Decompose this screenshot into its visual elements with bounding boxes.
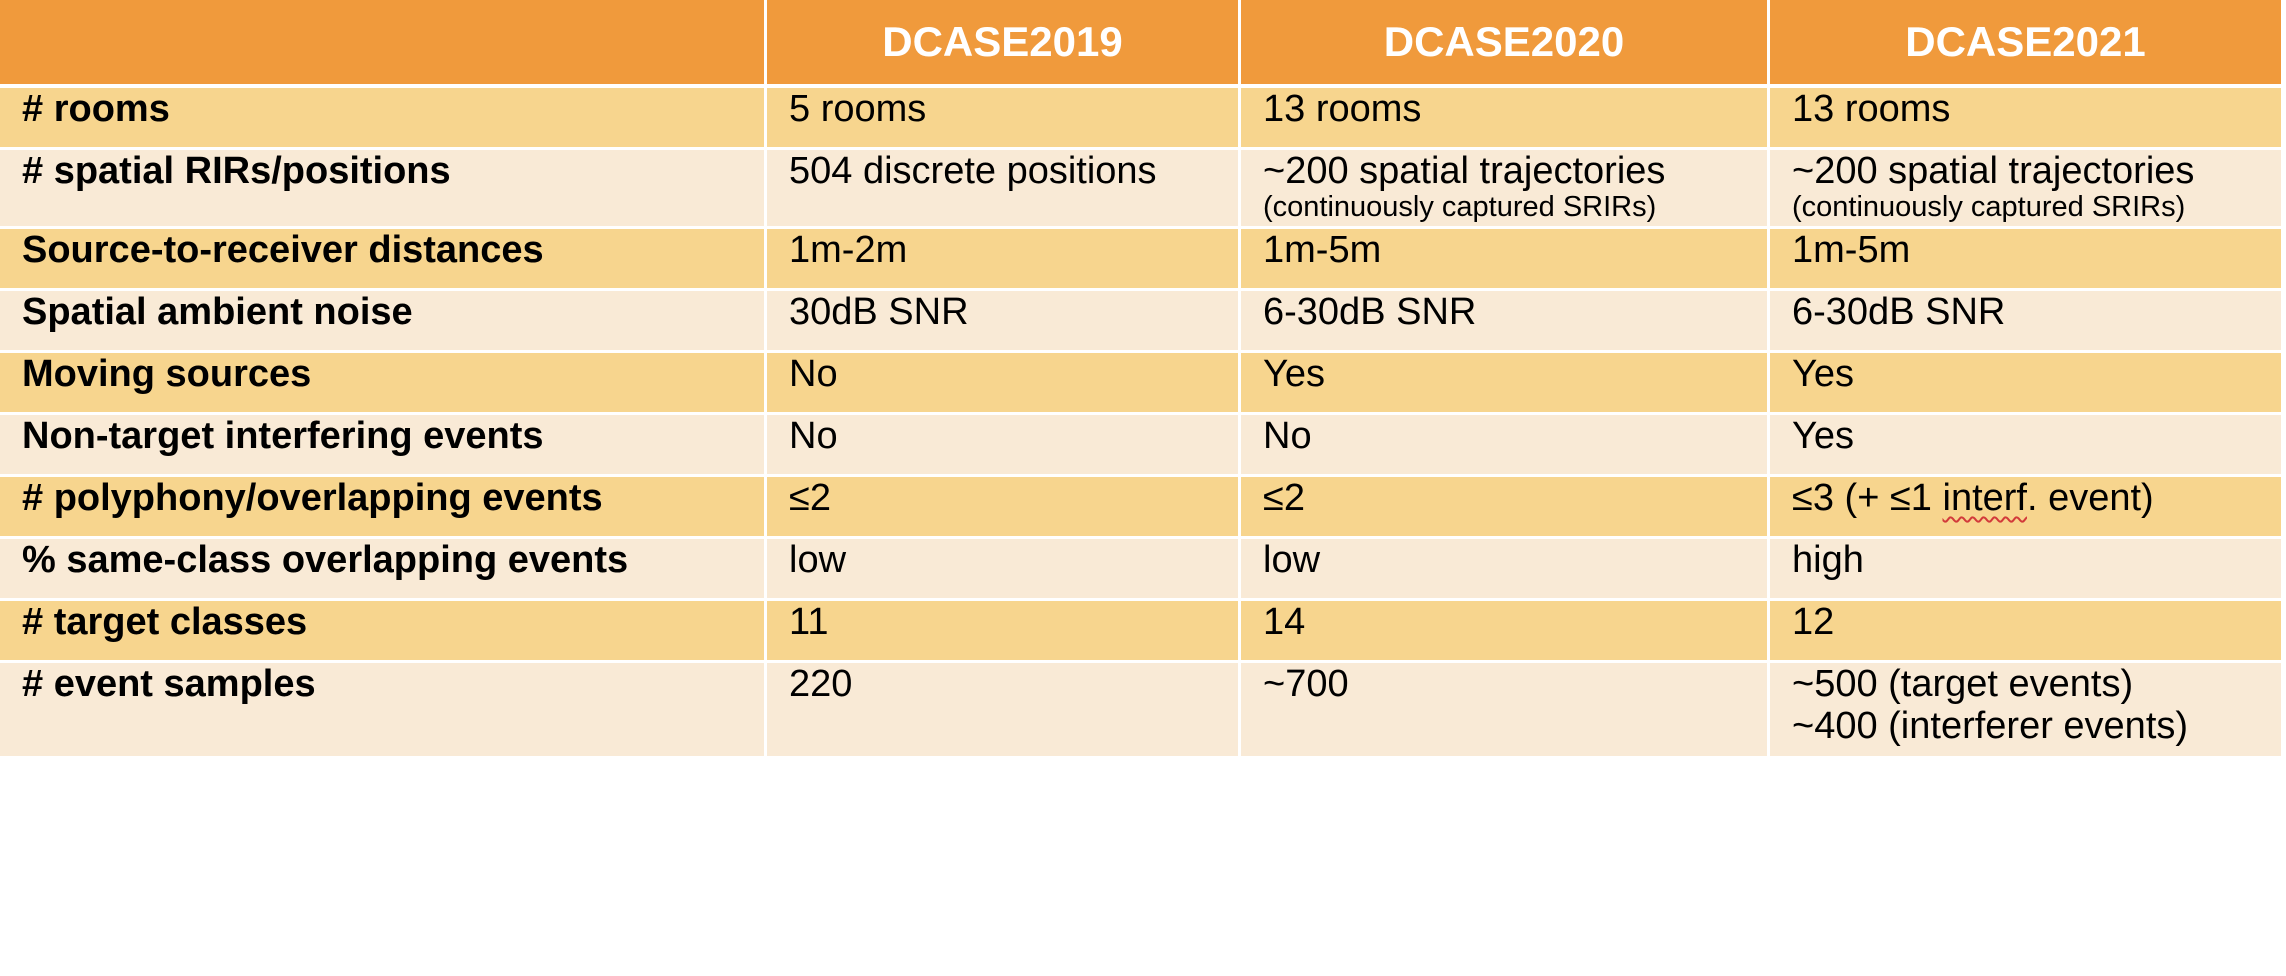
table-row-polyphony: # polyphony/overlapping events ≤2 ≤2 ≤3 … [0,477,2281,539]
cell-subtext: (continuously captured SRIRs) [1792,191,2186,223]
cell-line-1: ~500 (target events) [1792,663,2134,705]
cell-dcase2020: 1m-5m [1241,229,1770,291]
cell-dcase2020: ≤2 [1241,477,1770,539]
cell-dcase2020: ~200 spatial trajectories (continuously … [1241,150,1770,229]
table-row-target-classes: # target classes 11 14 12 [0,601,2281,663]
cell-dcase2019: 504 discrete positions [767,150,1241,229]
row-label: Moving sources [0,353,767,415]
header-dcase2021: DCASE2021 [1770,0,2281,88]
cell-dcase2021: 13 rooms [1770,88,2281,150]
header-dcase2019: DCASE2019 [767,0,1241,88]
cell-dcase2021: ≤3 (+ ≤1 interf. event) [1770,477,2281,539]
table-row-spatial-rirs: # spatial RIRs/positions 504 discrete po… [0,150,2281,229]
cell-dcase2020: low [1241,539,1770,601]
row-label: # rooms [0,88,767,150]
cell-dcase2020: Yes [1241,353,1770,415]
header-row: DCASE2019 DCASE2020 DCASE2021 [0,0,2281,88]
cell-dcase2021: 1m-5m [1770,229,2281,291]
cell-dcase2020: 6-30dB SNR [1241,291,1770,353]
cell-dcase2021: ~500 (target events) ~400 (interferer ev… [1770,663,2281,759]
cell-dcase2021: 6-30dB SNR [1770,291,2281,353]
table-row-ambient-noise: Spatial ambient noise 30dB SNR 6-30dB SN… [0,291,2281,353]
cell-dcase2019: 30dB SNR [767,291,1241,353]
row-label: # polyphony/overlapping events [0,477,767,539]
table-row-distances: Source-to-receiver distances 1m-2m 1m-5m… [0,229,2281,291]
cell-dcase2020: No [1241,415,1770,477]
cell-dcase2019: 11 [767,601,1241,663]
cell-main-text: ~200 spatial trajectories [1263,150,1666,192]
cell-dcase2020: 13 rooms [1241,88,1770,150]
header-dcase2020: DCASE2020 [1241,0,1770,88]
row-label: Source-to-receiver distances [0,229,767,291]
row-label: # event samples [0,663,767,759]
spellcheck-marked-word: interf [1942,477,2027,519]
cell-dcase2021: Yes [1770,353,2281,415]
cell-dcase2019: 1m-2m [767,229,1241,291]
cell-subtext: (continuously captured SRIRs) [1263,191,1657,223]
cell-dcase2019: low [767,539,1241,601]
cell-main-text: ~200 spatial trajectories [1792,150,2195,192]
cell-dcase2021: high [1770,539,2281,601]
row-label: Spatial ambient noise [0,291,767,353]
cell-dcase2021: ~200 spatial trajectories (continuously … [1770,150,2281,229]
cell-dcase2019: 220 [767,663,1241,759]
table-row-same-class-overlap: % same-class overlapping events low low … [0,539,2281,601]
row-label: # target classes [0,601,767,663]
cell-dcase2020: 14 [1241,601,1770,663]
dataset-comparison-table: DCASE2019 DCASE2020 DCASE2021 # rooms 5 … [0,0,2281,759]
table-row-moving-sources: Moving sources No Yes Yes [0,353,2281,415]
cell-dcase2019: ≤2 [767,477,1241,539]
cell-dcase2019: No [767,415,1241,477]
row-label: # spatial RIRs/positions [0,150,767,229]
cell-dcase2020: ~700 [1241,663,1770,759]
cell-dcase2019: No [767,353,1241,415]
header-blank [0,0,767,88]
cell-text-prefix: ≤3 (+ ≤1 [1792,477,1943,519]
table-row-rooms: # rooms 5 rooms 13 rooms 13 rooms [0,88,2281,150]
cell-line-2: ~400 (interferer events) [1792,705,2189,747]
table-row-interfering-events: Non-target interfering events No No Yes [0,415,2281,477]
cell-dcase2021: 12 [1770,601,2281,663]
row-label: % same-class overlapping events [0,539,767,601]
cell-text-suffix: . event) [2026,477,2154,519]
cell-dcase2019: 5 rooms [767,88,1241,150]
row-label: Non-target interfering events [0,415,767,477]
table-row-event-samples: # event samples 220 ~700 ~500 (target ev… [0,663,2281,759]
cell-dcase2021: Yes [1770,415,2281,477]
